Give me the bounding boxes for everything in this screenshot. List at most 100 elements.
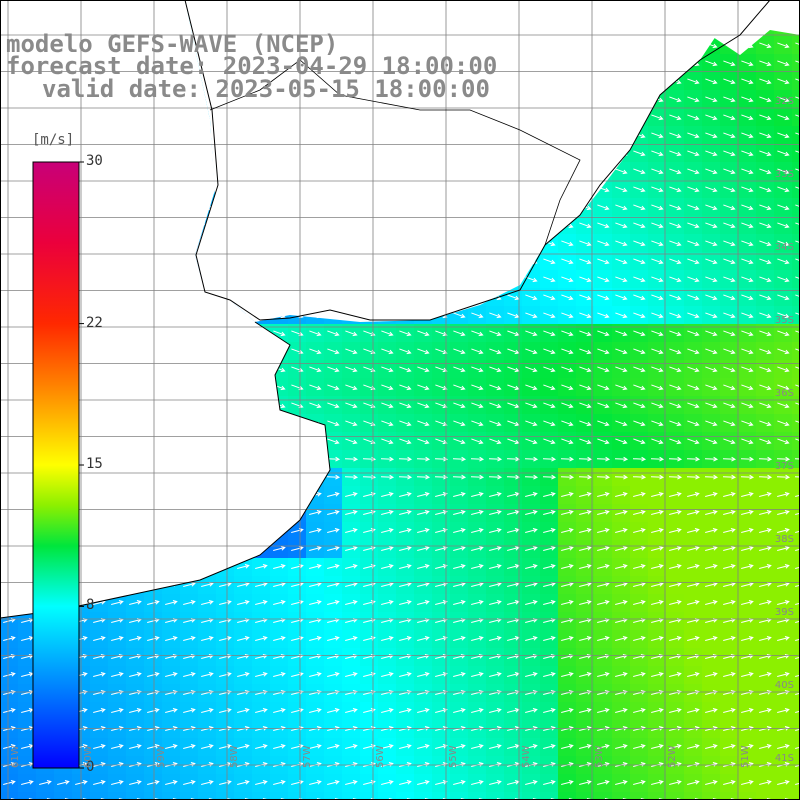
wind-arrow — [111, 672, 124, 677]
wind-arrow — [740, 456, 755, 462]
wind-arrow — [687, 132, 700, 139]
wind-arrow — [327, 402, 340, 409]
wind-arrow — [237, 636, 250, 641]
wind-arrow — [777, 132, 790, 139]
wind-arrow — [705, 276, 718, 283]
wind-arrow — [777, 438, 790, 445]
wind-arrow — [759, 672, 772, 677]
wind-arrow — [633, 528, 646, 533]
wind-arrow — [489, 384, 502, 391]
wind-arrow — [417, 528, 430, 533]
wind-arrow — [453, 564, 466, 569]
wind-arrow — [345, 420, 358, 427]
wind-arrow — [795, 420, 800, 424]
wind-arrow — [669, 420, 682, 427]
wind-arrow — [471, 780, 484, 785]
wind-arrow — [309, 780, 322, 785]
wind-arrow — [309, 402, 322, 409]
wind-arrow — [381, 348, 394, 355]
wind-arrow — [705, 492, 718, 497]
wind-arrow — [740, 474, 755, 480]
forecast-date: forecast date: 2023-04-29 18:00:00 — [6, 52, 498, 80]
land-mask — [0, 0, 800, 618]
wind-arrow — [632, 456, 647, 462]
wind-arrow — [597, 780, 610, 785]
wind-arrow — [759, 348, 772, 355]
wind-arrow — [777, 366, 790, 373]
wind-arrow — [759, 78, 772, 85]
field-cell — [792, 576, 800, 594]
wind-arrow — [561, 492, 574, 497]
wind-arrow — [705, 114, 718, 121]
wind-arrow — [165, 726, 178, 731]
wind-arrow — [597, 564, 610, 569]
wind-arrow — [345, 744, 358, 749]
wind-arrow — [183, 600, 196, 605]
wind-arrow — [651, 366, 664, 373]
wind-arrow — [597, 240, 610, 247]
wind-arrow — [542, 456, 557, 462]
wind-arrow — [615, 510, 628, 515]
field-cell — [792, 72, 800, 90]
wind-arrow — [543, 708, 556, 713]
wind-arrow — [524, 456, 539, 462]
wind-arrow — [525, 402, 538, 409]
wind-arrow — [597, 726, 610, 731]
wind-arrow — [525, 600, 538, 605]
wind-arrow — [597, 222, 610, 229]
wind-arrow — [453, 744, 466, 749]
wind-arrow — [741, 78, 754, 85]
wind-arrow — [417, 708, 430, 713]
wind-arrow — [381, 708, 394, 713]
wind-arrow — [201, 726, 214, 731]
wind-arrow — [741, 672, 754, 677]
wind-arrow — [597, 366, 610, 373]
wind-arrow — [273, 780, 286, 785]
wind-arrow — [579, 438, 592, 445]
wind-arrow — [795, 384, 800, 388]
wind-arrow — [183, 726, 196, 731]
wind-arrow — [561, 402, 574, 409]
wind-arrow — [579, 600, 592, 605]
wind-arrow — [561, 510, 574, 515]
field-cell — [504, 792, 522, 800]
wind-arrow — [597, 438, 610, 445]
wind-arrow — [327, 600, 340, 605]
wind-arrow — [39, 780, 52, 785]
wind-arrow — [669, 708, 682, 713]
wind-arrow — [633, 564, 646, 569]
wind-arrow — [147, 708, 160, 713]
wind-arrow — [489, 780, 502, 785]
wind-arrow — [615, 258, 628, 265]
wind-arrow — [759, 186, 772, 193]
wind-arrow — [795, 114, 800, 118]
wind-arrow — [561, 528, 574, 533]
field-cell — [792, 432, 800, 450]
wind-arrow — [183, 672, 196, 677]
wind-arrow — [633, 330, 646, 337]
wind-arrow — [327, 528, 340, 533]
wind-arrow — [759, 402, 772, 409]
wind-arrow — [597, 636, 610, 641]
wind-arrow — [93, 780, 106, 785]
wind-arrow — [633, 744, 646, 749]
field-cell — [342, 792, 360, 800]
wind-arrow — [705, 258, 718, 265]
wind-arrow — [705, 150, 718, 157]
wind-arrow — [723, 600, 736, 605]
wind-arrow — [417, 420, 430, 427]
wind-arrow — [687, 96, 700, 103]
wind-arrow — [633, 312, 646, 319]
wind-arrow — [453, 672, 466, 677]
wind-arrow — [381, 510, 394, 515]
wind-arrow — [561, 366, 574, 373]
wind-arrow — [129, 726, 142, 731]
wind-arrow — [777, 708, 790, 713]
wind-arrow — [651, 150, 664, 157]
wind-arrow — [633, 420, 646, 427]
wind-arrow — [327, 366, 340, 373]
wind-arrow — [777, 60, 790, 67]
wind-arrow — [399, 780, 412, 785]
wind-arrow — [543, 438, 556, 445]
